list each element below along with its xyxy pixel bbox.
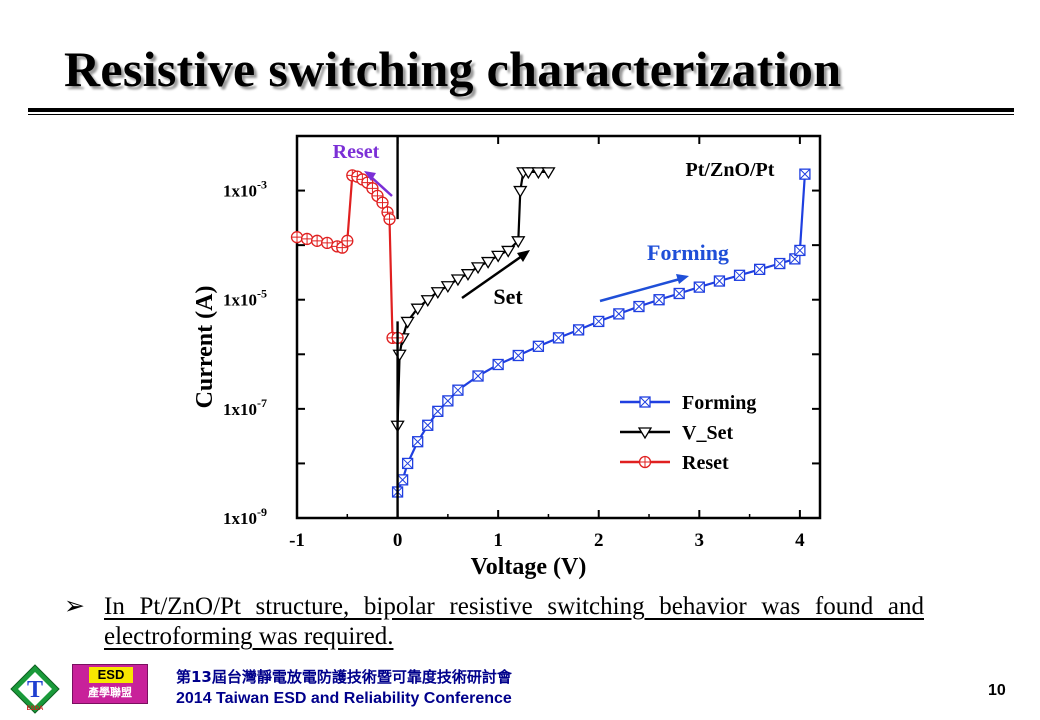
- forming-marker-x: [397, 474, 408, 486]
- plot-frame: [295, 134, 822, 520]
- vset-marker: [450, 274, 466, 287]
- vset-marker: [420, 295, 435, 307]
- reset-marker-plus: [291, 231, 303, 243]
- reset-marker-plus: [321, 237, 333, 249]
- legend-label: V_Set: [682, 422, 733, 444]
- x-tick-label: 0: [393, 530, 403, 551]
- x-axis-label: Voltage (V): [471, 554, 587, 580]
- forming-marker-x: [639, 396, 651, 408]
- bullet-text: In Pt/ZnO/Pt structure, bipolar resistiv…: [104, 593, 924, 650]
- logo-t-sub: ESDA: [27, 706, 44, 712]
- x-tick-label: 3: [695, 530, 705, 551]
- vset-marker: [531, 167, 546, 180]
- forming-marker-x: [794, 245, 806, 256]
- y-tick-label: 1x10-7: [223, 396, 267, 419]
- annotation-reset: Reset: [333, 141, 380, 163]
- vset-marker: [480, 256, 496, 269]
- page-number: 10: [988, 682, 1006, 699]
- reset-marker-plus: [376, 197, 388, 209]
- forming-marker-x: [693, 281, 705, 293]
- reset-marker-plus: [639, 456, 651, 468]
- iv-chart-svg: -1 0 1 2 3 4 1x10-9 1x10-7 1x10-5 1x10-3 Voltage (…: [192, 134, 822, 580]
- vset-marker: [521, 167, 536, 180]
- set-arrow-head: [517, 250, 530, 262]
- vset-marker: [491, 250, 506, 263]
- legend-label: Reset: [682, 452, 729, 474]
- forming-marker-x: [774, 258, 786, 269]
- slide-title: Resistive switching characterization: [64, 41, 842, 97]
- esd-alliance-logo: ESD 產學聯盟: [72, 664, 148, 704]
- y-tick-label: 1x10-3: [223, 178, 267, 201]
- forming-marker-x: [653, 294, 665, 306]
- forming-marker-x: [452, 384, 464, 396]
- reset-marker-plus: [366, 182, 378, 194]
- x-tick-label: 4: [795, 530, 805, 551]
- footer-conference-cn: 第13屆台灣靜電放電防護技術暨可靠度技術研討會: [176, 668, 512, 686]
- logo-esd-bottom: 產學聯盟: [88, 686, 132, 699]
- iv-chart: -1 0 1 2 3 4 1x10-9 1x10-7 1x10-5 1x10-3 Voltage (…: [180, 128, 840, 584]
- vset-marker: [440, 281, 456, 294]
- vset-marker: [470, 262, 486, 275]
- forming-marker-x: [799, 168, 811, 180]
- forming-marker-x: [754, 264, 766, 275]
- forming-arrow-head: [676, 274, 689, 284]
- reset-marker-plus: [384, 213, 396, 225]
- bullet-arrow-icon: ➢: [64, 593, 85, 620]
- inset-label: Pt/ZnO/Pt: [686, 159, 775, 181]
- forming-series-line: [396, 174, 806, 493]
- esda-logo-icon: T ESDA: [10, 664, 60, 714]
- forming-marker-x: [613, 308, 625, 320]
- logo-t-letter: T: [27, 677, 43, 703]
- reset-marker-plus: [301, 233, 313, 245]
- footer-conference-en: 2014 Taiwan ESD and Reliability Conferen…: [176, 690, 512, 707]
- y-tick-label: 1x10-9: [223, 505, 267, 528]
- forming-marker-x: [412, 436, 424, 448]
- forming-marker-x: [512, 350, 524, 361]
- vset-marker: [541, 167, 556, 180]
- forming-arrow-line: [599, 277, 681, 303]
- x-tick-label: 2: [594, 530, 604, 551]
- forming-marker-x: [402, 458, 413, 469]
- x-tick-label: -1: [289, 530, 305, 551]
- vset-marker: [511, 236, 526, 249]
- forming-marker-x: [714, 275, 725, 287]
- forming-marker-x: [492, 359, 504, 370]
- reset-arrow-line: [369, 175, 393, 197]
- forming-marker-x: [432, 406, 444, 417]
- vset-marker: [513, 185, 528, 198]
- annotation-set: Set: [493, 284, 523, 309]
- forming-marker-x: [673, 288, 685, 299]
- logo-esd-top: ESD: [89, 667, 133, 683]
- reset-marker-plus: [311, 235, 323, 247]
- vset-marker: [400, 316, 415, 329]
- y-axis-label: Current (A): [192, 286, 218, 409]
- vset-marker: [501, 245, 516, 258]
- bullet-point: ➢ In Pt/ZnO/Pt structure, bipolar resist…: [64, 592, 924, 652]
- forming-marker-x: [422, 419, 434, 431]
- forming-marker-x: [553, 332, 564, 344]
- reset-arrow-head: [364, 171, 376, 181]
- title-divider-thin: [28, 114, 1014, 115]
- forming-marker-x: [472, 370, 484, 382]
- vset-marker: [430, 287, 445, 300]
- vset-series-line: [396, 170, 549, 426]
- set-arrow-line: [461, 254, 523, 300]
- y-tick-label: 1x10-5: [223, 287, 267, 310]
- x-tick-label: 1: [493, 530, 503, 551]
- vset-marker: [460, 269, 476, 281]
- forming-marker-x: [633, 301, 645, 312]
- forming-marker-x: [442, 395, 454, 407]
- vset-marker: [392, 349, 407, 362]
- forming-marker-x: [573, 324, 584, 336]
- vset-marker: [410, 303, 425, 316]
- forming-marker-x: [734, 269, 745, 281]
- annotation-forming: Forming: [647, 240, 729, 265]
- legend-label: Forming: [682, 392, 756, 414]
- forming-marker-x: [593, 316, 605, 327]
- reset-marker-plus: [341, 235, 353, 247]
- vset-marker: [637, 427, 653, 440]
- forming-marker-x: [533, 340, 544, 352]
- title-divider: [28, 108, 1014, 112]
